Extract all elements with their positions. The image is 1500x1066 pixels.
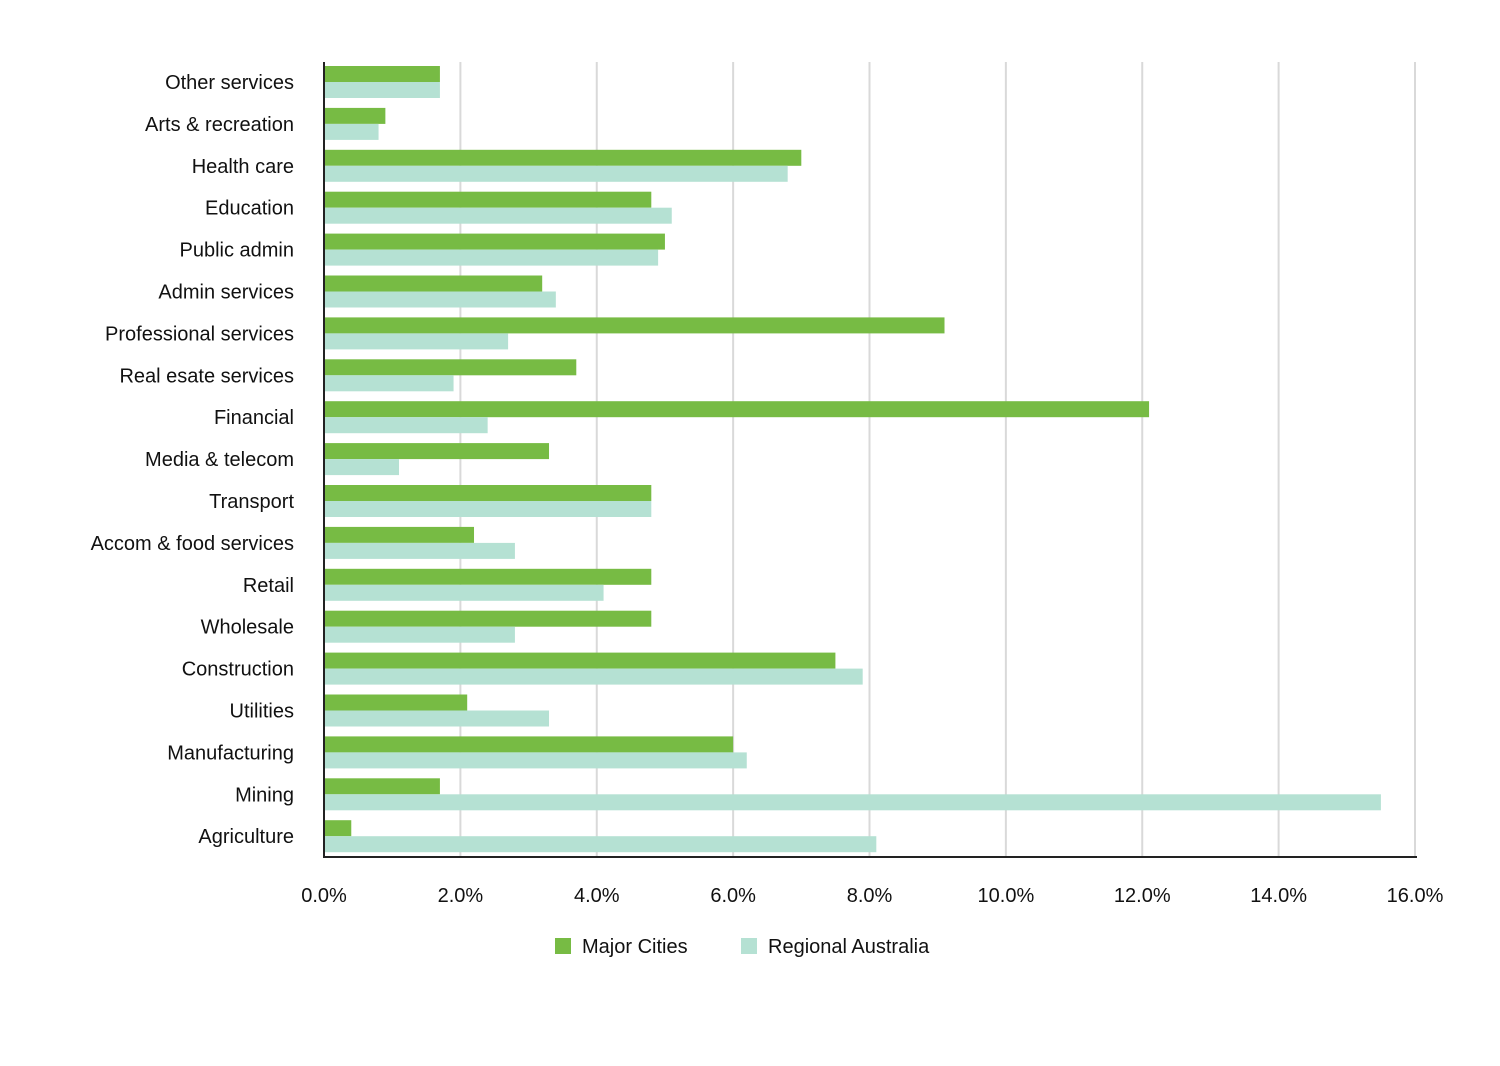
category-label: Transport bbox=[209, 491, 294, 513]
category-label: Retail bbox=[243, 575, 294, 597]
bar-regional-australia bbox=[325, 542, 515, 559]
legend-swatch bbox=[555, 938, 571, 954]
bar-major-cities bbox=[325, 191, 652, 208]
category-label: Financial bbox=[214, 407, 294, 429]
category-label: Manufacturing bbox=[167, 742, 294, 764]
bar-regional-australia bbox=[325, 668, 863, 685]
legend-label: Regional Australia bbox=[768, 936, 930, 958]
bar-regional-australia bbox=[325, 82, 440, 98]
bar-major-cities bbox=[325, 568, 652, 585]
bar-major-cities bbox=[325, 652, 836, 669]
bar-major-cities bbox=[325, 107, 386, 124]
bar-regional-australia bbox=[325, 123, 379, 140]
x-tick-label: 14.0% bbox=[1250, 885, 1307, 907]
x-tick-label: 16.0% bbox=[1387, 885, 1444, 907]
bar-regional-australia bbox=[325, 710, 550, 727]
bar-major-cities bbox=[325, 443, 550, 460]
bar-major-cities bbox=[325, 359, 577, 376]
bar-major-cities bbox=[325, 275, 543, 292]
x-tick-label: 12.0% bbox=[1114, 885, 1171, 907]
x-tick-labels: 0.0% 2.0% 4.0% 6.0% 8.0% 10.0% 12.0% 14.0% 16.0% bbox=[301, 885, 1443, 907]
bar-major-cities bbox=[325, 233, 665, 250]
bar-regional-australia bbox=[325, 207, 672, 224]
bar-major-cities bbox=[325, 401, 1150, 418]
bar-major-cities bbox=[325, 66, 440, 82]
bar-regional-australia bbox=[325, 836, 877, 853]
bar-major-cities bbox=[325, 736, 734, 753]
bar-major-cities bbox=[325, 820, 352, 837]
category-label: Real esate services bbox=[119, 365, 294, 387]
x-tick-label: 6.0% bbox=[710, 885, 756, 907]
bar-regional-australia bbox=[325, 291, 556, 308]
bar-major-cities bbox=[325, 317, 945, 334]
bar-regional-australia bbox=[325, 165, 788, 182]
bar-major-cities bbox=[325, 149, 802, 166]
category-label: Accom & food services bbox=[91, 533, 294, 555]
bar-regional-australia bbox=[325, 417, 488, 434]
category-label: Admin services bbox=[158, 282, 294, 304]
bar-major-cities bbox=[325, 526, 475, 543]
bar-major-cities bbox=[325, 485, 652, 501]
x-tick-label: 4.0% bbox=[574, 885, 620, 907]
category-label: Public admin bbox=[179, 240, 294, 262]
bar-regional-australia bbox=[325, 459, 400, 476]
bars bbox=[325, 66, 1381, 853]
legend-label: Major Cities bbox=[582, 936, 688, 958]
category-label: Agriculture bbox=[198, 826, 294, 848]
category-label: Construction bbox=[182, 659, 294, 681]
category-label: Education bbox=[205, 198, 294, 220]
bar-regional-australia bbox=[325, 752, 747, 769]
category-label: Wholesale bbox=[201, 617, 294, 639]
category-label: Mining bbox=[235, 784, 294, 806]
bar-major-cities bbox=[325, 610, 652, 627]
category-label: Other services bbox=[165, 72, 294, 94]
bar-regional-australia bbox=[325, 333, 509, 350]
category-label: Health care bbox=[192, 156, 294, 178]
bar-regional-australia bbox=[325, 249, 659, 266]
x-tick-label: 2.0% bbox=[438, 885, 484, 907]
category-label: Arts & recreation bbox=[145, 114, 294, 136]
x-tick-label: 0.0% bbox=[301, 885, 347, 907]
bar-regional-australia bbox=[325, 584, 604, 601]
category-label: Utilities bbox=[230, 701, 294, 723]
bar-regional-australia bbox=[325, 501, 652, 517]
x-tick-label: 8.0% bbox=[847, 885, 893, 907]
bar-major-cities bbox=[325, 778, 440, 795]
category-label: Professional services bbox=[105, 323, 294, 345]
category-labels: Other services Arts & recreation Health ca… bbox=[91, 72, 295, 848]
legend: Major Cities Regional Australia bbox=[555, 936, 930, 958]
bar-regional-australia bbox=[325, 375, 454, 392]
bar-regional-australia bbox=[325, 794, 1381, 811]
x-tick-label: 10.0% bbox=[978, 885, 1035, 907]
bar-regional-australia bbox=[325, 626, 515, 643]
legend-swatch bbox=[741, 938, 757, 954]
category-label: Media & telecom bbox=[145, 449, 294, 471]
bar-major-cities bbox=[325, 694, 468, 711]
